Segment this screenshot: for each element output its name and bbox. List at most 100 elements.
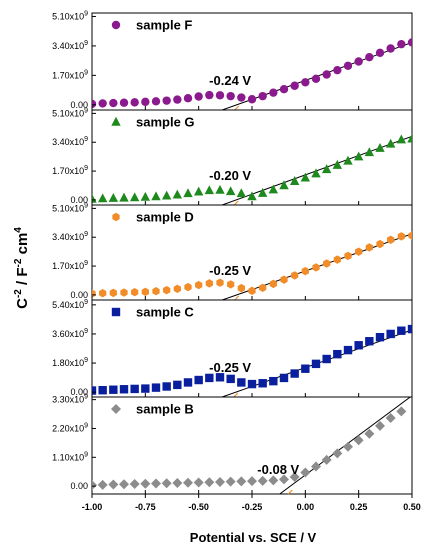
data-point: [364, 147, 375, 157]
data-point: [269, 376, 278, 386]
data-point: [140, 478, 151, 489]
data-point: [323, 259, 331, 268]
data-point: [300, 467, 311, 478]
data-point: [396, 134, 407, 144]
y-tick-label: 3.40x109: [52, 136, 88, 147]
y-tick-label: 0.00: [70, 195, 88, 205]
y-tick-label: 5.40x109: [52, 299, 88, 310]
data-point: [119, 192, 129, 202]
data-point: [98, 386, 107, 395]
data-point: [130, 384, 139, 394]
data-point: [183, 378, 193, 387]
y-tick-label: 1.70x109: [52, 165, 88, 176]
data-point: [141, 97, 150, 107]
panel-data: [92, 38, 412, 110]
panel-sample-c: 0.00 1.80x109 3.60x109 5.40x109 sample C -0.2…: [52, 299, 413, 398]
data-point: [205, 373, 214, 383]
data-point: [225, 476, 236, 487]
legend-label: sample D: [136, 210, 194, 225]
data-point: [333, 349, 342, 359]
y-tick-label: 5.10x109: [52, 202, 88, 213]
data-point: [268, 184, 279, 194]
data-point: [215, 184, 225, 194]
data-point: [194, 92, 203, 101]
panel-data: [92, 324, 412, 397]
panel-sample-d: 0.00 1.70x109 3.40x109 5.10x109 sample D -0.2…: [52, 202, 413, 301]
panel-sample-f: 0.00 1.70x109 3.40x109 5.10x109 sample F -0.2…: [52, 10, 413, 111]
data-point: [387, 235, 395, 244]
data-point: [312, 263, 320, 272]
data-point: [108, 193, 119, 202]
data-point: [151, 191, 161, 201]
data-point: [321, 164, 332, 174]
data-point: [172, 477, 183, 488]
data-point: [108, 479, 119, 490]
data-point: [161, 190, 172, 200]
x-tick-label: 0.00: [297, 502, 315, 512]
data-point: [322, 354, 331, 364]
y-axis-title: C-2 / F-2 cm4: [13, 227, 31, 309]
data-point: [226, 91, 235, 101]
legend-marker: [112, 212, 120, 222]
data-point: [279, 373, 289, 383]
data-point: [173, 284, 181, 293]
data-point: [407, 38, 412, 47]
y-tick-label: 3.60x109: [52, 328, 88, 339]
data-point: [386, 44, 395, 53]
data-point: [92, 193, 97, 203]
data-point: [322, 70, 331, 79]
data-point: [321, 454, 332, 465]
x-tick-label: -0.50: [188, 502, 209, 512]
data-point: [289, 471, 300, 482]
data-point: [407, 133, 412, 143]
y-tick-label: 2.20x109: [52, 422, 88, 433]
data-point: [279, 85, 289, 94]
data-point: [353, 151, 364, 161]
data-point: [301, 78, 310, 87]
data-point: [385, 412, 396, 423]
data-point: [259, 283, 267, 292]
data-point: [161, 478, 172, 489]
data-point: [268, 475, 279, 486]
data-point: [332, 448, 343, 459]
data-point: [109, 385, 118, 394]
y-tick-label: 1.10x109: [52, 451, 88, 462]
data-point: [237, 283, 245, 293]
data-point: [343, 441, 353, 452]
legend: sample D: [112, 210, 194, 225]
data-point: [215, 91, 225, 100]
data-point: [204, 185, 215, 195]
y-tick-label: 0.00: [70, 100, 88, 110]
y-tick-label: 5.10x109: [52, 107, 88, 118]
panel-data: [92, 231, 412, 300]
data-point: [397, 326, 406, 335]
data-point: [396, 406, 407, 417]
data-point: [215, 373, 225, 382]
data-point: [365, 243, 373, 252]
data-point: [226, 374, 235, 384]
data-point: [183, 94, 193, 103]
panel-sample-b: 0.00 1.10x109 2.20x109 3.30x109 sample B -0.0…: [52, 394, 413, 495]
intercept-annotation: -0.25 V: [209, 360, 251, 375]
data-point: [269, 279, 277, 289]
x-tick-label: 0.50: [403, 502, 421, 512]
y-tick-label: 1.80x109: [52, 357, 88, 368]
data-point: [151, 97, 161, 106]
intercept-marker: [234, 105, 240, 111]
legend-label: sample G: [136, 115, 195, 130]
data-point: [376, 239, 384, 249]
data-point: [290, 81, 299, 90]
data-point: [289, 176, 300, 185]
data-point: [152, 286, 160, 296]
y-tick-label: 3.40x109: [52, 40, 88, 51]
data-point: [311, 359, 321, 369]
data-point: [237, 378, 246, 387]
x-axis-title: Potential vs. SCE / V: [190, 530, 317, 545]
data-point: [365, 52, 374, 62]
intercept-marker: [234, 295, 240, 301]
intercept-marker: [287, 489, 293, 495]
data-point: [397, 232, 405, 241]
data-point: [194, 375, 203, 385]
y-tick-label: 3.30x109: [52, 394, 88, 405]
